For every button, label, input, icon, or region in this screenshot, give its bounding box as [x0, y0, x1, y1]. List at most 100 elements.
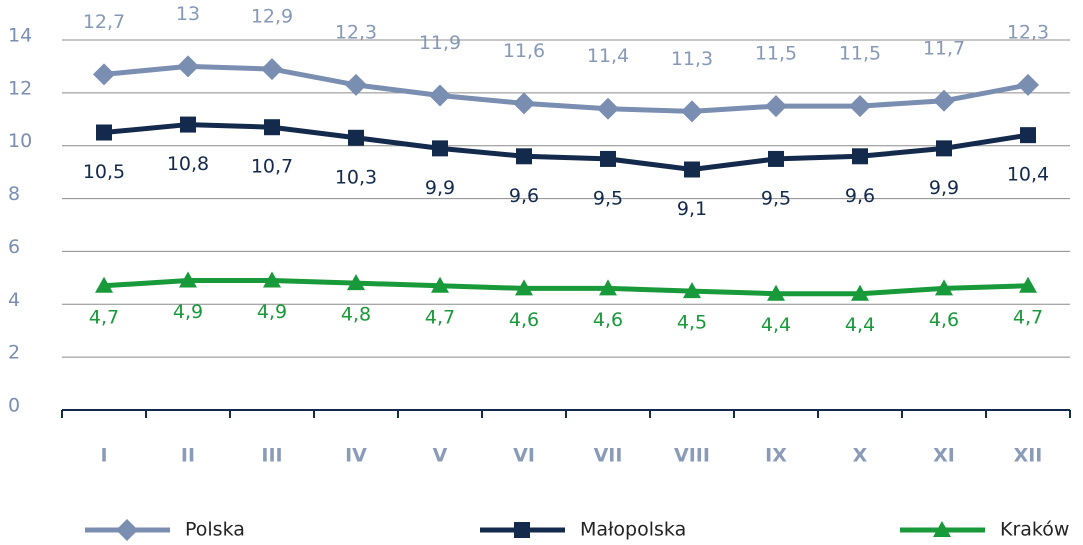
- data-label: 9,9: [425, 177, 455, 199]
- marker: [936, 140, 952, 157]
- marker: [765, 95, 787, 118]
- data-label: 4,4: [761, 314, 791, 336]
- data-label: 9,5: [593, 187, 623, 209]
- data-label: 4,9: [173, 301, 203, 323]
- legend-label: Polska: [185, 519, 245, 541]
- marker: [264, 119, 280, 136]
- x-tick-label: X: [853, 445, 868, 467]
- marker: [95, 276, 113, 293]
- marker: [263, 271, 281, 288]
- data-label: 9,5: [761, 187, 791, 209]
- data-label: 11,7: [923, 37, 965, 59]
- marker: [768, 150, 784, 167]
- data-label: 4,5: [677, 312, 707, 334]
- marker: [516, 148, 532, 165]
- data-label: 11,6: [503, 40, 545, 62]
- x-tick-label: XII: [1014, 445, 1043, 467]
- x-tick-label: I: [100, 445, 107, 467]
- legend-marker: [514, 522, 530, 538]
- data-label: 4,9: [257, 301, 287, 323]
- marker: [431, 276, 449, 293]
- marker: [852, 148, 868, 165]
- data-label: 4,8: [341, 304, 371, 326]
- data-label: 11,9: [419, 32, 461, 54]
- series-line: [103, 122, 1029, 173]
- x-tick-label: VII: [594, 445, 623, 467]
- y-tick-label: 10: [8, 130, 32, 152]
- y-tick-label: 2: [8, 342, 20, 364]
- marker: [432, 140, 448, 157]
- y-tick-label: 12: [8, 77, 32, 99]
- data-label: 12,7: [83, 11, 125, 33]
- data-label: 10,5: [83, 161, 125, 183]
- marker: [681, 100, 703, 123]
- marker: [179, 271, 197, 288]
- marker: [515, 279, 533, 296]
- marker: [348, 129, 364, 146]
- data-label: 12,3: [1007, 21, 1049, 43]
- marker: [767, 284, 785, 301]
- data-label: 11,3: [671, 48, 713, 70]
- marker: [1019, 276, 1037, 293]
- marker: [1017, 73, 1039, 96]
- series-line: [103, 278, 1029, 297]
- data-label: 11,5: [839, 43, 881, 65]
- marker: [347, 274, 365, 291]
- marker: [599, 279, 617, 296]
- y-tick-label: 4: [8, 289, 20, 311]
- marker: [96, 124, 112, 141]
- marker: [935, 279, 953, 296]
- x-tick-label: IV: [345, 445, 367, 467]
- marker: [261, 58, 283, 81]
- x-tick-label: V: [433, 445, 448, 467]
- x-tick-label: VI: [513, 445, 535, 467]
- y-tick-label: 0: [8, 395, 20, 417]
- marker: [684, 161, 700, 178]
- data-label: 4,6: [593, 309, 623, 331]
- legend-label: Małopolska: [580, 519, 686, 541]
- data-label: 4,6: [929, 309, 959, 331]
- marker: [177, 55, 199, 78]
- y-tick-label: 8: [8, 183, 20, 205]
- data-label: 9,1: [677, 198, 707, 220]
- data-label: 10,7: [251, 156, 293, 178]
- marker: [345, 73, 367, 96]
- data-label: 4,7: [89, 306, 119, 328]
- marker: [1020, 127, 1036, 144]
- x-tick-label: XI: [933, 445, 955, 467]
- marker: [513, 92, 535, 115]
- data-label: 9,6: [845, 185, 875, 207]
- marker: [93, 63, 115, 86]
- y-tick-label: 6: [8, 236, 20, 258]
- y-tick-label: 14: [8, 25, 32, 47]
- data-label: 4,6: [509, 309, 539, 331]
- data-label: 10,4: [1007, 164, 1049, 186]
- marker: [180, 116, 196, 133]
- data-label: 9,6: [509, 185, 539, 207]
- data-label: 4,7: [1013, 306, 1043, 328]
- data-label: 4,4: [845, 314, 875, 336]
- data-label: 11,5: [755, 43, 797, 65]
- marker: [851, 284, 869, 301]
- x-tick-label: IX: [765, 445, 787, 467]
- legend-label: Kraków: [1000, 519, 1069, 541]
- marker: [933, 89, 955, 112]
- data-label: 10,8: [167, 153, 209, 175]
- data-label: 11,4: [587, 45, 629, 67]
- x-tick-label: II: [181, 445, 195, 467]
- marker: [600, 150, 616, 167]
- data-label: 13: [176, 3, 200, 25]
- x-tick-label: VIII: [674, 445, 710, 467]
- data-label: 12,9: [251, 6, 293, 28]
- data-label: 4,7: [425, 306, 455, 328]
- data-label: 10,3: [335, 166, 377, 188]
- marker: [597, 97, 619, 120]
- marker: [849, 95, 871, 118]
- series-line: [103, 63, 1029, 114]
- legend-marker: [116, 519, 138, 541]
- data-label: 12,3: [335, 21, 377, 43]
- data-label: 9,9: [929, 177, 959, 199]
- marker: [683, 282, 701, 299]
- x-tick-label: III: [261, 445, 282, 467]
